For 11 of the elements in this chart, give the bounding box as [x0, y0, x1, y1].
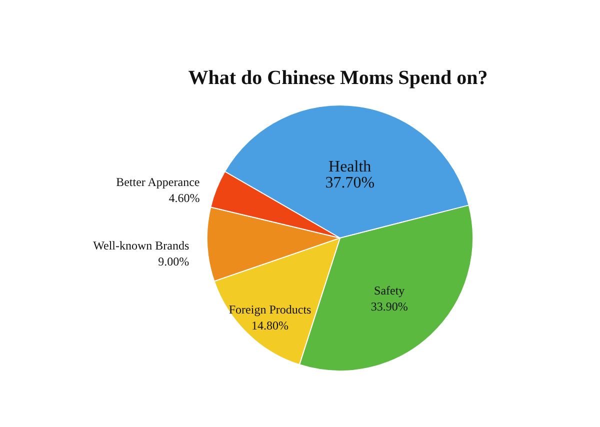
slice-label: Better Apperance — [116, 175, 200, 190]
slice-label: Health — [328, 158, 372, 176]
data-label: 9.00% — [158, 254, 190, 268]
slice-label: Well-known Brands — [93, 238, 190, 252]
data-label: 33.90% — [370, 299, 408, 314]
data-label: 14.80% — [252, 318, 289, 332]
chart-title: What do Chinese Moms Spend on? — [188, 67, 488, 89]
slice-label: Safety — [374, 283, 405, 298]
data-label: 4.60% — [168, 191, 200, 206]
data-label: 37.70% — [325, 174, 375, 192]
slice-label: Foreign Products — [228, 302, 312, 316]
